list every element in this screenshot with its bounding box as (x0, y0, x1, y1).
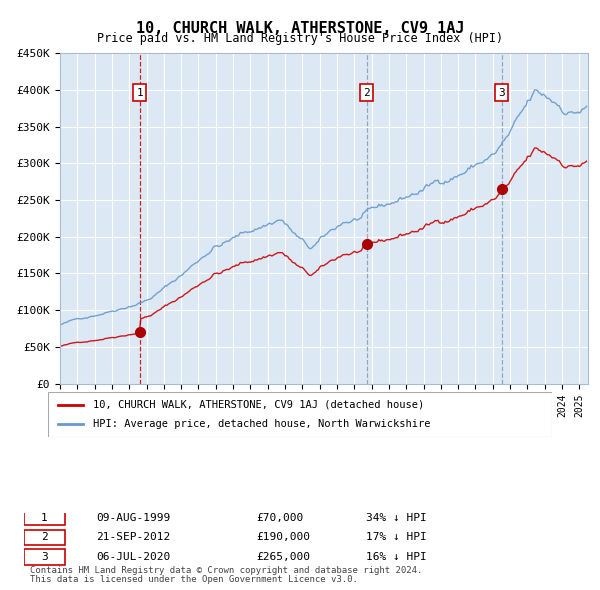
Text: 10, CHURCH WALK, ATHERSTONE, CV9 1AJ: 10, CHURCH WALK, ATHERSTONE, CV9 1AJ (136, 21, 464, 35)
Text: £265,000: £265,000 (256, 552, 310, 562)
Text: 2: 2 (364, 88, 370, 98)
Text: Contains HM Land Registry data © Crown copyright and database right 2024.: Contains HM Land Registry data © Crown c… (30, 566, 422, 575)
Text: 10, CHURCH WALK, ATHERSTONE, CV9 1AJ (detached house): 10, CHURCH WALK, ATHERSTONE, CV9 1AJ (de… (94, 400, 425, 409)
FancyBboxPatch shape (48, 392, 552, 437)
Text: 3: 3 (498, 88, 505, 98)
Text: 1: 1 (41, 513, 48, 523)
Text: 09-AUG-1999: 09-AUG-1999 (96, 513, 170, 523)
Text: This data is licensed under the Open Government Licence v3.0.: This data is licensed under the Open Gov… (30, 575, 358, 584)
Text: HPI: Average price, detached house, North Warwickshire: HPI: Average price, detached house, Nort… (94, 419, 431, 429)
Text: 34% ↓ HPI: 34% ↓ HPI (366, 513, 427, 523)
Text: 17% ↓ HPI: 17% ↓ HPI (366, 532, 427, 542)
Text: 3: 3 (41, 552, 48, 562)
FancyBboxPatch shape (24, 549, 65, 565)
Text: 1: 1 (136, 88, 143, 98)
FancyBboxPatch shape (24, 510, 65, 525)
Text: 21-SEP-2012: 21-SEP-2012 (96, 532, 170, 542)
Text: £70,000: £70,000 (256, 513, 303, 523)
Text: 2: 2 (41, 532, 48, 542)
Text: £190,000: £190,000 (256, 532, 310, 542)
FancyBboxPatch shape (24, 530, 65, 545)
Text: 16% ↓ HPI: 16% ↓ HPI (366, 552, 427, 562)
Text: 06-JUL-2020: 06-JUL-2020 (96, 552, 170, 562)
Text: Price paid vs. HM Land Registry's House Price Index (HPI): Price paid vs. HM Land Registry's House … (97, 32, 503, 45)
